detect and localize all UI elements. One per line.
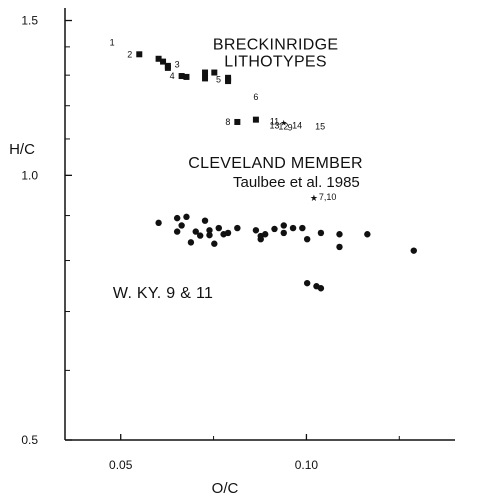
circle-point [271, 225, 278, 233]
circle-point [364, 231, 371, 238]
circle-point [183, 213, 190, 221]
point-label: 15 [315, 122, 325, 132]
circle-point [257, 235, 264, 243]
x-axis-label: O/C [212, 480, 239, 497]
point-label: 11 [270, 116, 279, 126]
point-label: 9 [288, 123, 293, 133]
annotation-label: LITHOTYPES [224, 53, 327, 70]
point-label: 14 [292, 121, 302, 131]
circle-point [252, 227, 260, 234]
annotation-label: CLEVELAND MEMBER [188, 155, 363, 172]
star-marker: ★ [310, 193, 318, 203]
circle-point [280, 222, 287, 229]
circle-point [336, 231, 343, 238]
circle-point [317, 229, 325, 237]
circle-point [303, 235, 311, 243]
square-point [164, 64, 171, 71]
circle-point [303, 279, 311, 287]
annotation-label: BRECKINRIDGE [213, 37, 338, 54]
x-tick-label: 0.05 [109, 458, 133, 472]
circle-point [201, 217, 209, 224]
square-point [160, 58, 167, 65]
circle-point [192, 228, 199, 235]
square-point [211, 69, 218, 76]
circle-point [206, 227, 213, 234]
point-label: 1 [110, 38, 115, 48]
circle-point [289, 224, 297, 232]
y-ticks: 0.5 1.0 1.5 [21, 14, 72, 447]
circle-point [178, 222, 185, 229]
y-tick-label: 0.5 [21, 433, 38, 447]
y-tick-label: 1.5 [21, 14, 38, 28]
circle-point [197, 232, 204, 239]
point-label: 2 [127, 49, 132, 59]
square-point [178, 73, 185, 80]
square-point [252, 116, 259, 123]
square-point [155, 55, 162, 62]
circle-point [224, 229, 232, 237]
circle-point [317, 285, 325, 292]
circle-point [173, 214, 181, 222]
circle-point [280, 229, 287, 237]
circle-point [211, 240, 218, 247]
point-label: 13 [269, 121, 279, 131]
annotation-label: Taulbee et al. 1985 [233, 174, 360, 191]
circle-point [299, 224, 306, 232]
x-ticks: 0.05 0.10 [109, 434, 400, 472]
circle-point [206, 231, 213, 239]
point-label: 5 [216, 75, 221, 85]
circle-point [410, 247, 417, 254]
point-label: 12 [278, 122, 288, 132]
point-label: 8 [225, 117, 230, 127]
annotation-label: W. KY. 9 & 11 [113, 285, 213, 302]
chart-axes [64, 8, 455, 441]
point-label: 3 [175, 59, 180, 69]
x-tick-label: 0.10 [295, 458, 319, 472]
square-point [234, 118, 241, 125]
square-point [136, 51, 143, 58]
square-point [183, 73, 190, 80]
y-tick-label: 1.0 [21, 168, 38, 182]
circle-point [155, 219, 162, 227]
point-label: 6 [253, 92, 258, 102]
circle-point [336, 243, 343, 251]
square-point [202, 75, 209, 82]
circle-point [262, 231, 269, 238]
star-marker: ★ [280, 118, 287, 127]
circle-point [173, 228, 181, 235]
point-label: 4 [170, 71, 175, 81]
point-label: 7,10 [319, 192, 337, 202]
square-point [225, 78, 232, 85]
circle-point [215, 224, 222, 232]
circle-point [187, 239, 195, 246]
circle-point [234, 224, 241, 232]
y-axis-label: H/C [9, 141, 35, 158]
square-point [202, 69, 209, 76]
